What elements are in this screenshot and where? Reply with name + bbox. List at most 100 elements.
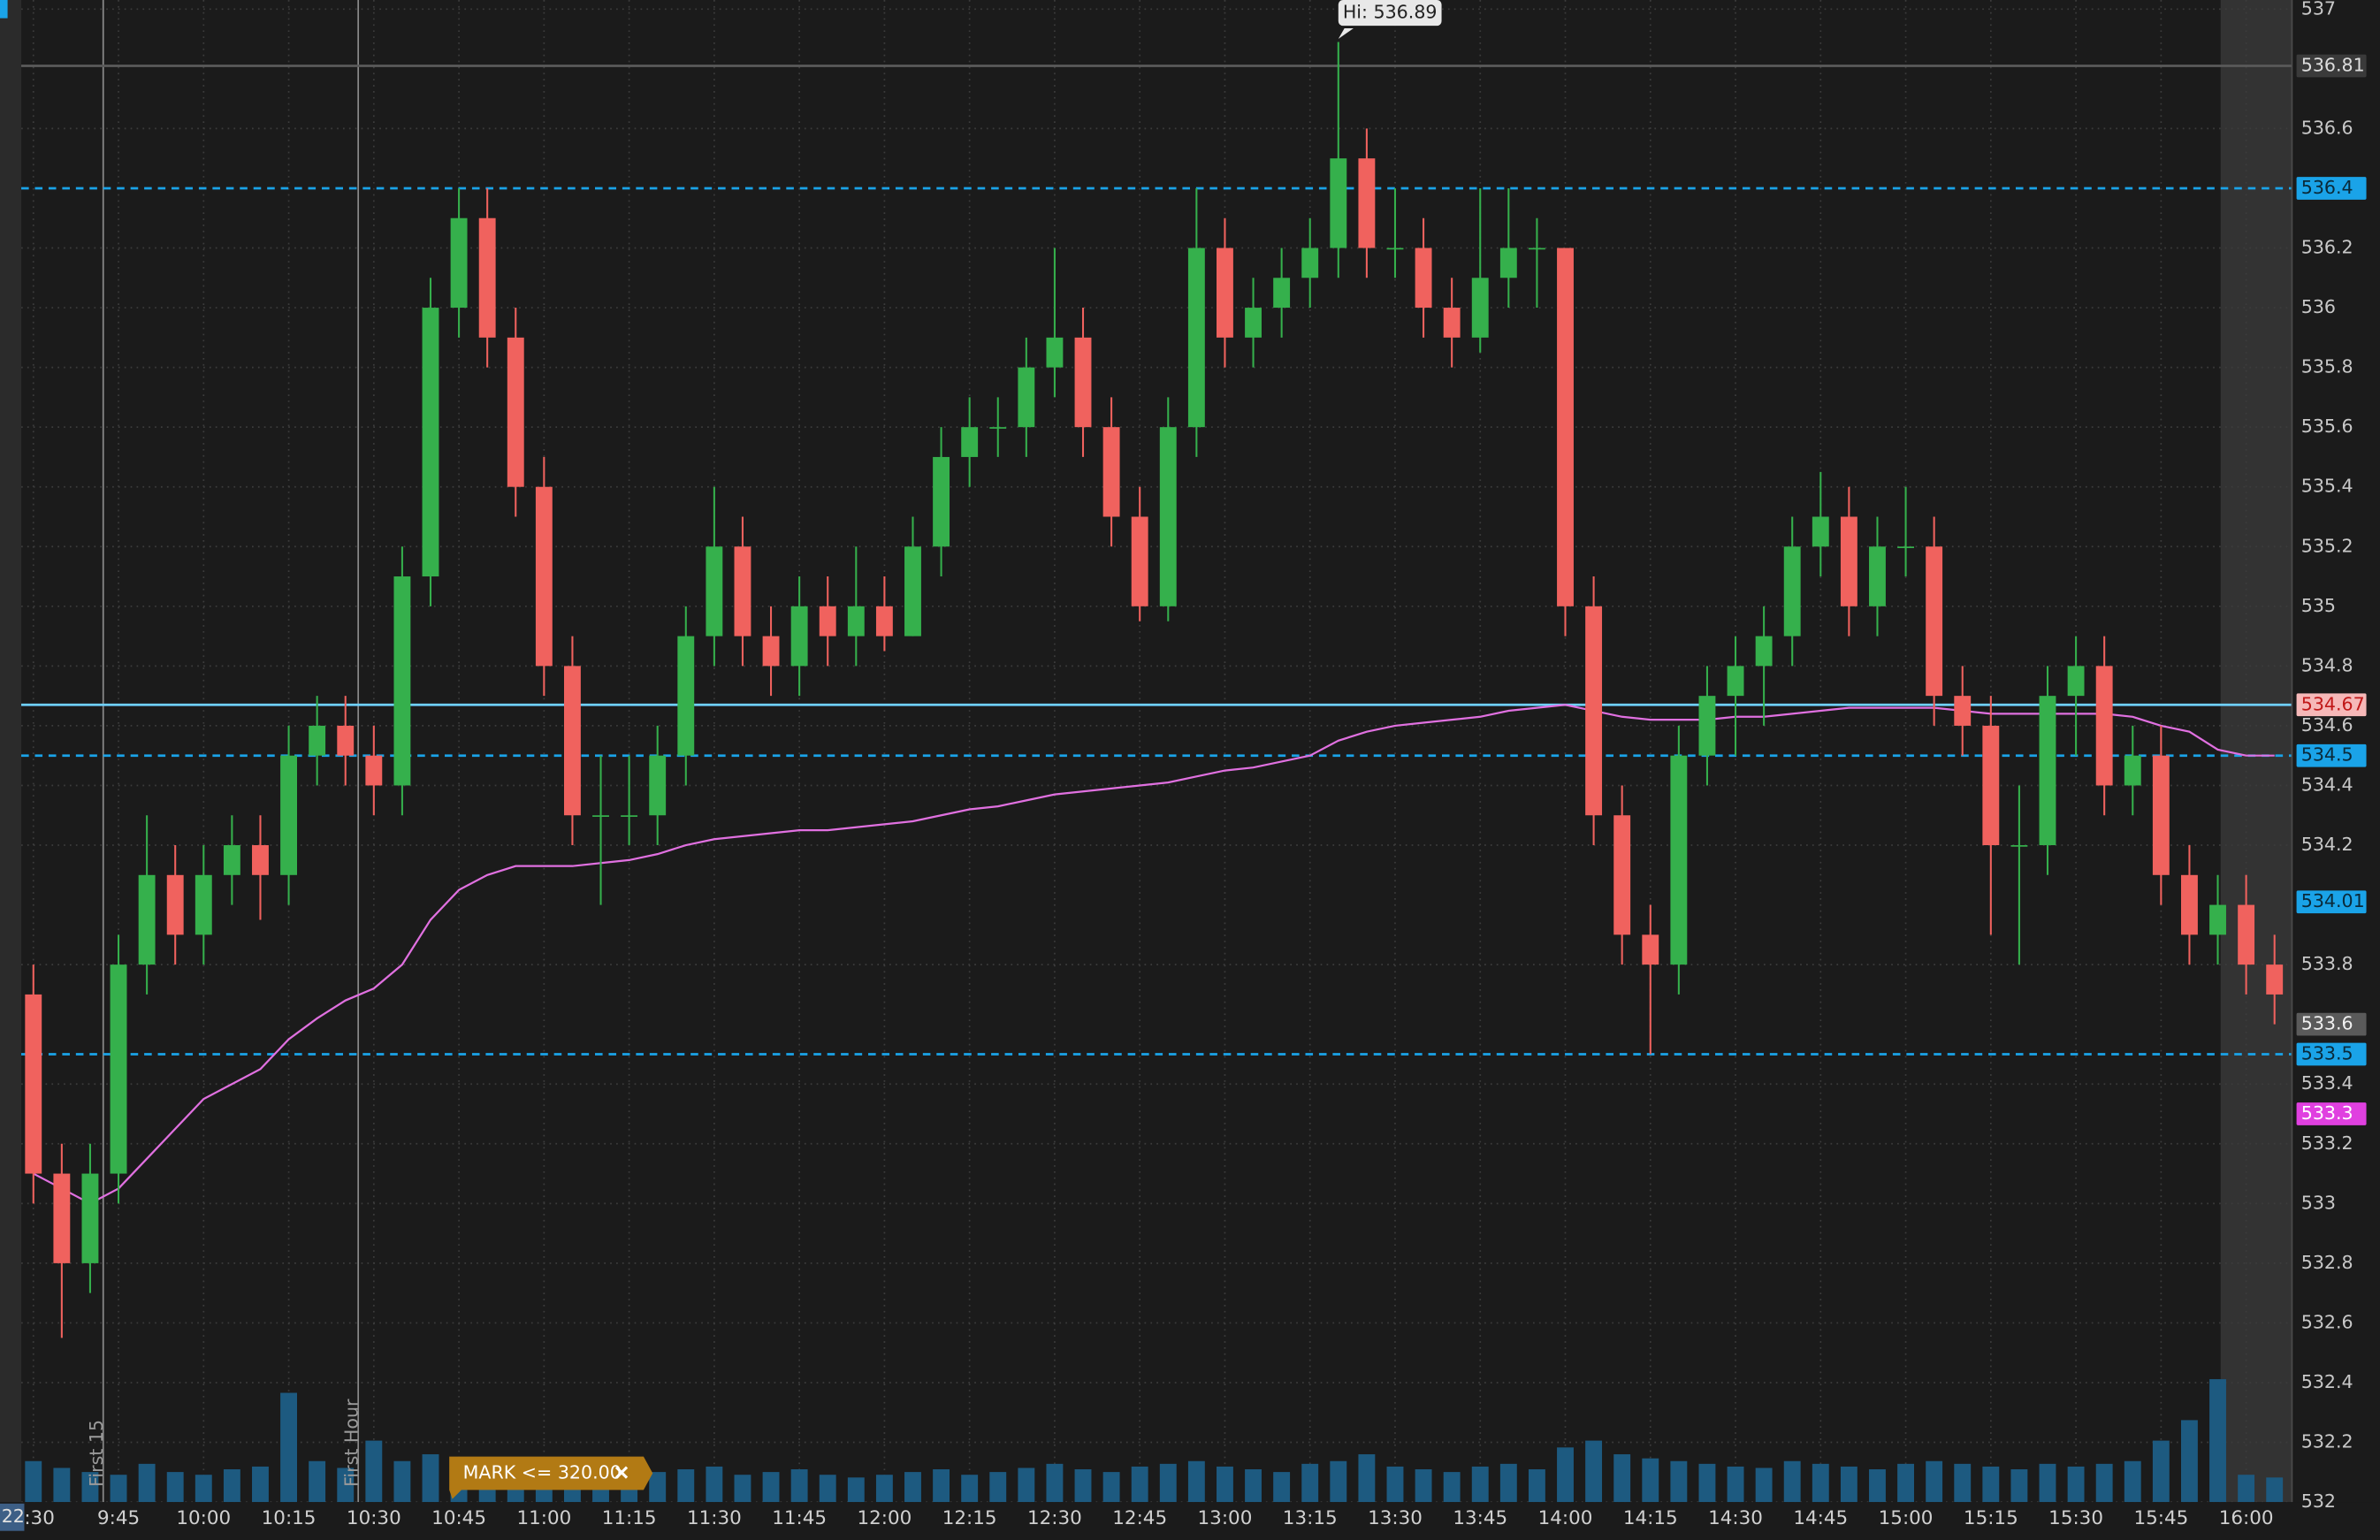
- volume-bar: [2238, 1475, 2255, 1503]
- price-tag: 534.5: [2301, 744, 2353, 766]
- candle-body: [904, 546, 921, 637]
- x-tick-label: 13:30: [1368, 1507, 1423, 1529]
- candle-body: [2067, 666, 2085, 697]
- first-15-label: First 15: [86, 1420, 107, 1487]
- x-tick-label: 13:15: [1283, 1507, 1338, 1529]
- price-tag: 533.3: [2301, 1102, 2353, 1124]
- candle-body: [393, 576, 411, 786]
- y-tick-label: 534.6: [2301, 714, 2353, 736]
- candle-body: [734, 546, 751, 637]
- candle-body: [2209, 904, 2226, 935]
- volume-bar: [1386, 1466, 1404, 1503]
- volume-bar: [422, 1454, 439, 1503]
- candle-body: [25, 994, 42, 1174]
- candle-body: [280, 755, 298, 875]
- candle-body: [1074, 337, 1092, 428]
- volume-bar: [1330, 1460, 1347, 1503]
- candle-body: [337, 725, 355, 756]
- volume-bar: [1358, 1454, 1376, 1503]
- volume-bar: [1443, 1472, 1461, 1503]
- volume-bar: [365, 1440, 383, 1503]
- volume-bar: [1046, 1463, 1064, 1503]
- candle-body: [677, 636, 695, 756]
- candle-body: [1926, 546, 1943, 697]
- price-tag: 533.5: [2301, 1042, 2353, 1064]
- x-tick-label: 11:45: [772, 1507, 827, 1529]
- volume-bar: [1187, 1460, 1205, 1503]
- volume-bar: [1585, 1440, 1603, 1503]
- volume-bar: [1217, 1466, 1233, 1503]
- x-tick-label: 14:45: [1793, 1507, 1848, 1529]
- volume-bar: [2209, 1379, 2226, 1503]
- volume-bar: [1897, 1463, 1914, 1503]
- volume-bar: [25, 1460, 42, 1503]
- x-tick-label: 10:15: [262, 1507, 317, 1529]
- x-tick-label: 12:30: [1027, 1507, 1082, 1529]
- volume-bar: [1982, 1466, 2000, 1503]
- volume-bar: [2180, 1420, 2198, 1503]
- corner-label: 22: [2, 1506, 25, 1527]
- volume-bar: [875, 1475, 893, 1503]
- candle-body: [1018, 367, 1035, 428]
- axes: 537 536.6 536.2 536 535.8 535.6 535.4 535.2 535 5…: [12, 0, 2367, 1529]
- volume-bar: [53, 1468, 71, 1503]
- vwap-line: [33, 704, 2275, 1205]
- y-tick-label: 532: [2301, 1490, 2336, 1512]
- volume-bar: [1499, 1463, 1517, 1503]
- x-tick-label: 12:00: [858, 1507, 912, 1529]
- volume-bar: [847, 1477, 865, 1503]
- y-tick-label: 536.6: [2301, 117, 2353, 138]
- volume-bar: [1613, 1454, 1631, 1503]
- candle-body: [1187, 248, 1205, 428]
- candle-body: [1954, 696, 1972, 726]
- y-tick-label: 534.4: [2301, 774, 2353, 795]
- candle-body: [2095, 666, 2113, 786]
- price-tag-bg: [2296, 693, 2367, 717]
- x-tick-label: 10:30: [347, 1507, 401, 1529]
- volume-bar: [2010, 1469, 2028, 1503]
- candle-body: [2180, 874, 2198, 935]
- volume-bar: [2266, 1477, 2284, 1503]
- left-strip: [0, 0, 22, 1503]
- volume-bar: [2039, 1463, 2056, 1503]
- volume-bar: [195, 1475, 212, 1503]
- x-tick-label: 11:30: [687, 1507, 742, 1529]
- y-tick-label: 535.4: [2301, 476, 2353, 497]
- volume-panel: [25, 1379, 2284, 1503]
- candle-body: [2238, 904, 2255, 965]
- y-tick-label: 532.2: [2301, 1431, 2353, 1452]
- volume-bar: [819, 1475, 836, 1503]
- candle-body: [309, 725, 326, 756]
- candle-body: [195, 874, 212, 935]
- y-tick-label: 534.2: [2301, 834, 2353, 855]
- first-hour-label: First Hour: [340, 1399, 362, 1487]
- candle-body: [1869, 546, 1886, 606]
- x-tick-label: 11:15: [602, 1507, 657, 1529]
- volume-bar: [166, 1472, 184, 1503]
- alert-close-icon[interactable]: [614, 1466, 629, 1479]
- y-tick-label: 535: [2301, 595, 2336, 616]
- price-tag: 534.01: [2301, 890, 2365, 911]
- candle-body: [989, 427, 1007, 429]
- y-tick-label: 536.2: [2301, 237, 2353, 258]
- volume-bar: [762, 1472, 780, 1503]
- candle-body: [2010, 845, 2028, 847]
- x-tick-label: 13:45: [1453, 1507, 1507, 1529]
- candle-body: [1585, 606, 1603, 816]
- candle-body: [1131, 516, 1148, 606]
- high-label-bg: [1338, 0, 1442, 27]
- candle-body: [563, 666, 581, 816]
- volume-bar: [2095, 1463, 2113, 1503]
- candle-body: [1159, 427, 1177, 606]
- volume-bar: [1557, 1447, 1574, 1503]
- x-tick-label: 11:00: [516, 1507, 571, 1529]
- volume-bar: [1812, 1463, 1829, 1503]
- volume-bar: [1698, 1463, 1716, 1503]
- alert-badge[interactable]: MARK <= 320.00: [449, 1456, 653, 1499]
- high-label: Hi: 536.89: [1343, 2, 1438, 23]
- candle-body: [621, 815, 638, 817]
- y-tick-label: 533.8: [2301, 953, 2353, 974]
- y-tick-label: 533: [2301, 1192, 2336, 1213]
- price-tag-bg: [2296, 890, 2367, 914]
- candle-body: [1330, 158, 1347, 248]
